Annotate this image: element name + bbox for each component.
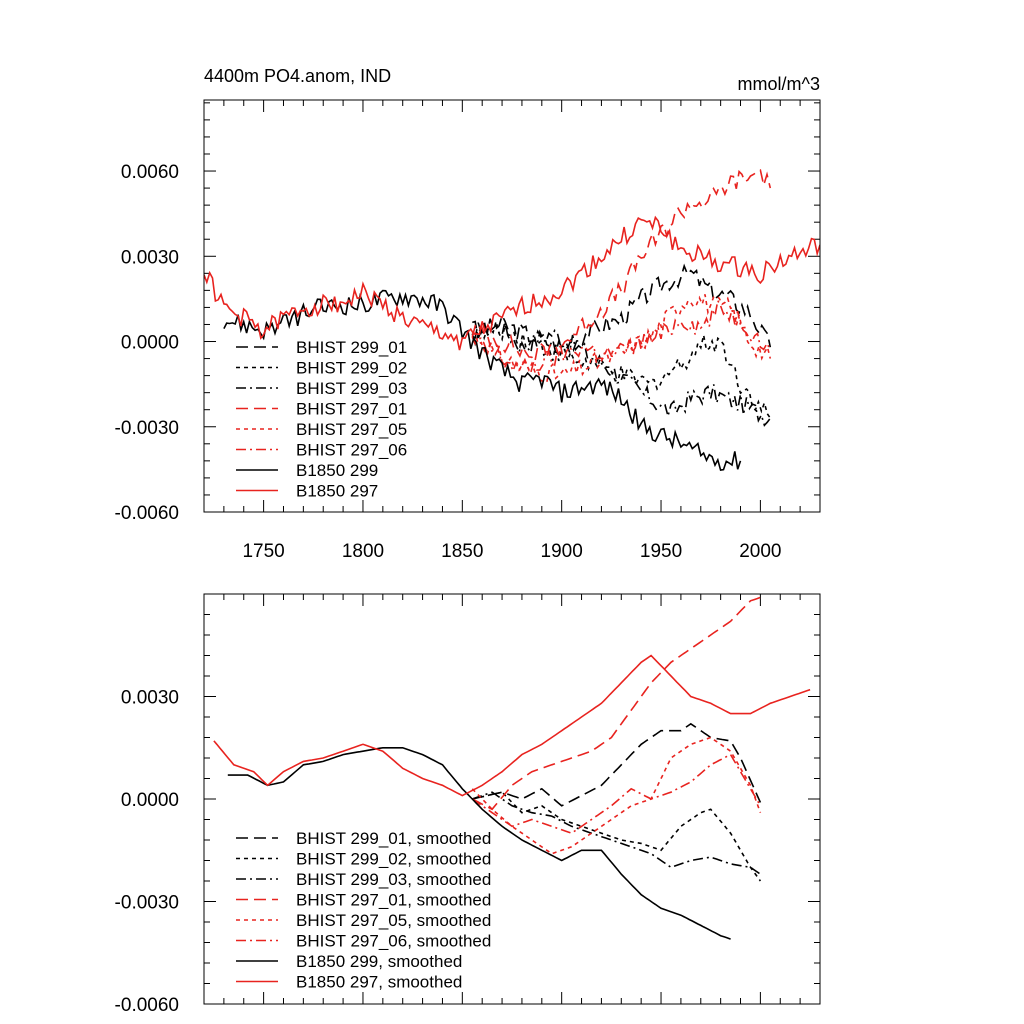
series-line — [472, 791, 762, 882]
series-line — [471, 321, 771, 419]
legend-label: B1850 299 — [296, 461, 378, 480]
series-line — [471, 169, 772, 364]
x-tick-label: 1950 — [640, 541, 682, 562]
x-tick-label: 1850 — [441, 541, 483, 562]
legend-label: BHIST 299_03 — [296, 379, 407, 398]
series-line — [471, 596, 761, 811]
top-title: 4400m PO4.anom, IND — [204, 66, 391, 86]
top-series — [204, 169, 820, 471]
series-line — [472, 320, 771, 427]
series-line — [472, 791, 761, 875]
legend-label: BHIST 299_01, smoothed — [296, 829, 491, 848]
bottom-y-tick-labels: -0.0060 -0.0030 0.0000 0.0030 — [115, 688, 179, 1017]
series-line — [471, 753, 762, 835]
top-panel: 4400m PO4.anom, IND mmol/m^3 -0.0060-0.0… — [115, 66, 821, 562]
series-line — [223, 289, 742, 471]
y-tick-label: -0.0030 — [115, 418, 179, 439]
x-tick-label: 1750 — [242, 541, 284, 562]
x-tick-label: 1900 — [541, 541, 583, 562]
legend-label: BHIST 299_02, smoothed — [296, 850, 491, 869]
y-tick-label: -0.0030 — [115, 893, 179, 914]
legend-label: BHIST 297_05 — [296, 420, 407, 439]
series-line — [471, 263, 772, 354]
legend-label: BHIST 299_02 — [296, 359, 407, 378]
legend-label: B1850 299, smoothed — [296, 952, 462, 971]
series-line — [472, 722, 762, 807]
top-units: mmol/m^3 — [738, 74, 820, 94]
legend-label: BHIST 299_03, smoothed — [296, 870, 491, 889]
legend-label: BHIST 297_06, smoothed — [296, 932, 491, 951]
legend-label: BHIST 297_05, smoothed — [296, 911, 491, 930]
bottom-series — [213, 596, 811, 940]
y-tick-label: 0.0000 — [121, 790, 179, 811]
top-x-tick-labels: 1750 1800 1850 1900 1950 2000 — [242, 541, 781, 562]
series-line — [204, 215, 820, 351]
x-tick-label: 1800 — [342, 541, 384, 562]
series-line — [471, 298, 772, 375]
bottom-legend: BHIST 299_01, smoothed BHIST 299_02, smoo… — [236, 829, 491, 992]
legend-label: B1850 297 — [296, 482, 378, 501]
series-line — [213, 654, 811, 797]
legend-label: BHIST 297_01, smoothed — [296, 891, 491, 910]
x-tick-label: 2000 — [739, 541, 781, 562]
legend-label: BHIST 297_06 — [296, 441, 407, 460]
top-y-tick-labels: -0.0060 -0.0030 0.0000 0.0030 0.0060 — [115, 162, 179, 524]
y-tick-label: -0.0060 — [115, 503, 179, 524]
y-tick-label: 0.0030 — [121, 247, 179, 268]
legend-label: B1850 297, smoothed — [296, 973, 462, 992]
legend-label: BHIST 299_01 — [296, 338, 407, 357]
bottom-panel: -0.0060 -0.0030 0.0000 0.0030 BHIST 299_01,… — [115, 593, 821, 1017]
y-tick-label: -0.0060 — [115, 995, 179, 1016]
y-tick-label: 0.0060 — [121, 162, 179, 183]
bottom-plot-frame — [203, 593, 821, 1005]
top-plot-frame — [203, 99, 821, 513]
series-line — [227, 747, 731, 940]
legend-label: BHIST 297_01 — [296, 400, 407, 419]
series-line — [471, 736, 762, 855]
y-tick-label: 0.0030 — [121, 688, 179, 709]
y-tick-label: 0.0000 — [121, 333, 179, 354]
